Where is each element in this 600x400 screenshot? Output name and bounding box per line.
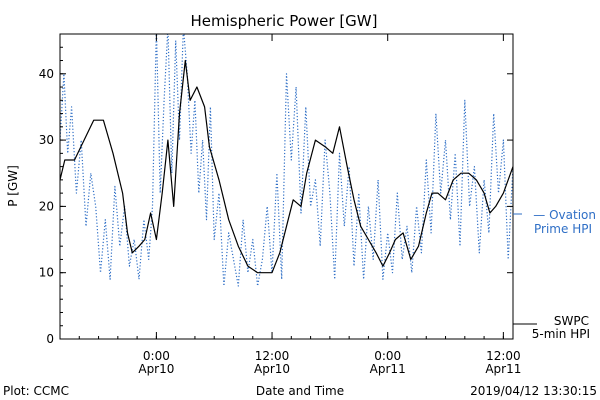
x-tick-time: 12:00 <box>255 349 290 363</box>
legend-swpc-label-2: 5-min HPI <box>532 327 590 341</box>
swpc-hpi-line <box>60 59 513 274</box>
y-tick-label: 10 <box>39 266 54 280</box>
x-tick-date: Apr10 <box>254 362 290 376</box>
plot-credit: Plot: CCMC <box>3 384 69 398</box>
x-tick-date: Apr11 <box>485 362 521 376</box>
legend-ovation-label-2: Prime HPI <box>534 222 592 236</box>
y-tick-label: 40 <box>39 67 54 81</box>
x-tick-time: 0:00 <box>374 349 401 363</box>
plot-frame <box>59 33 514 340</box>
series-layer <box>60 34 513 287</box>
x-tick-time: 12:00 <box>486 349 521 363</box>
y-axis-label: P [GW] <box>6 165 20 207</box>
legend-swpc-label: SWPC <box>554 314 589 328</box>
plot-timestamp: 2019/04/12 13:30:15 <box>470 384 597 398</box>
x-tick-time: 0:00 <box>143 349 170 363</box>
y-tick-label: 20 <box>39 199 54 213</box>
x-axis-label: Date and Time <box>256 384 344 398</box>
chart-title: Hemispheric Power [GW] <box>191 12 378 30</box>
ovation-prime-line <box>60 34 513 287</box>
x-tick-date: Apr11 <box>370 362 406 376</box>
x-axis: 0:00Apr1012:00Apr100:00Apr1112:00Apr110:… <box>59 34 521 376</box>
y-axis: 0 10 20 30 40 <box>39 33 513 346</box>
y-tick-label: 0 <box>46 332 54 346</box>
x-tick-date: Apr10 <box>138 362 174 376</box>
legend-ovation-label: — Ovation <box>533 208 596 222</box>
y-tick-label: 30 <box>39 133 54 147</box>
